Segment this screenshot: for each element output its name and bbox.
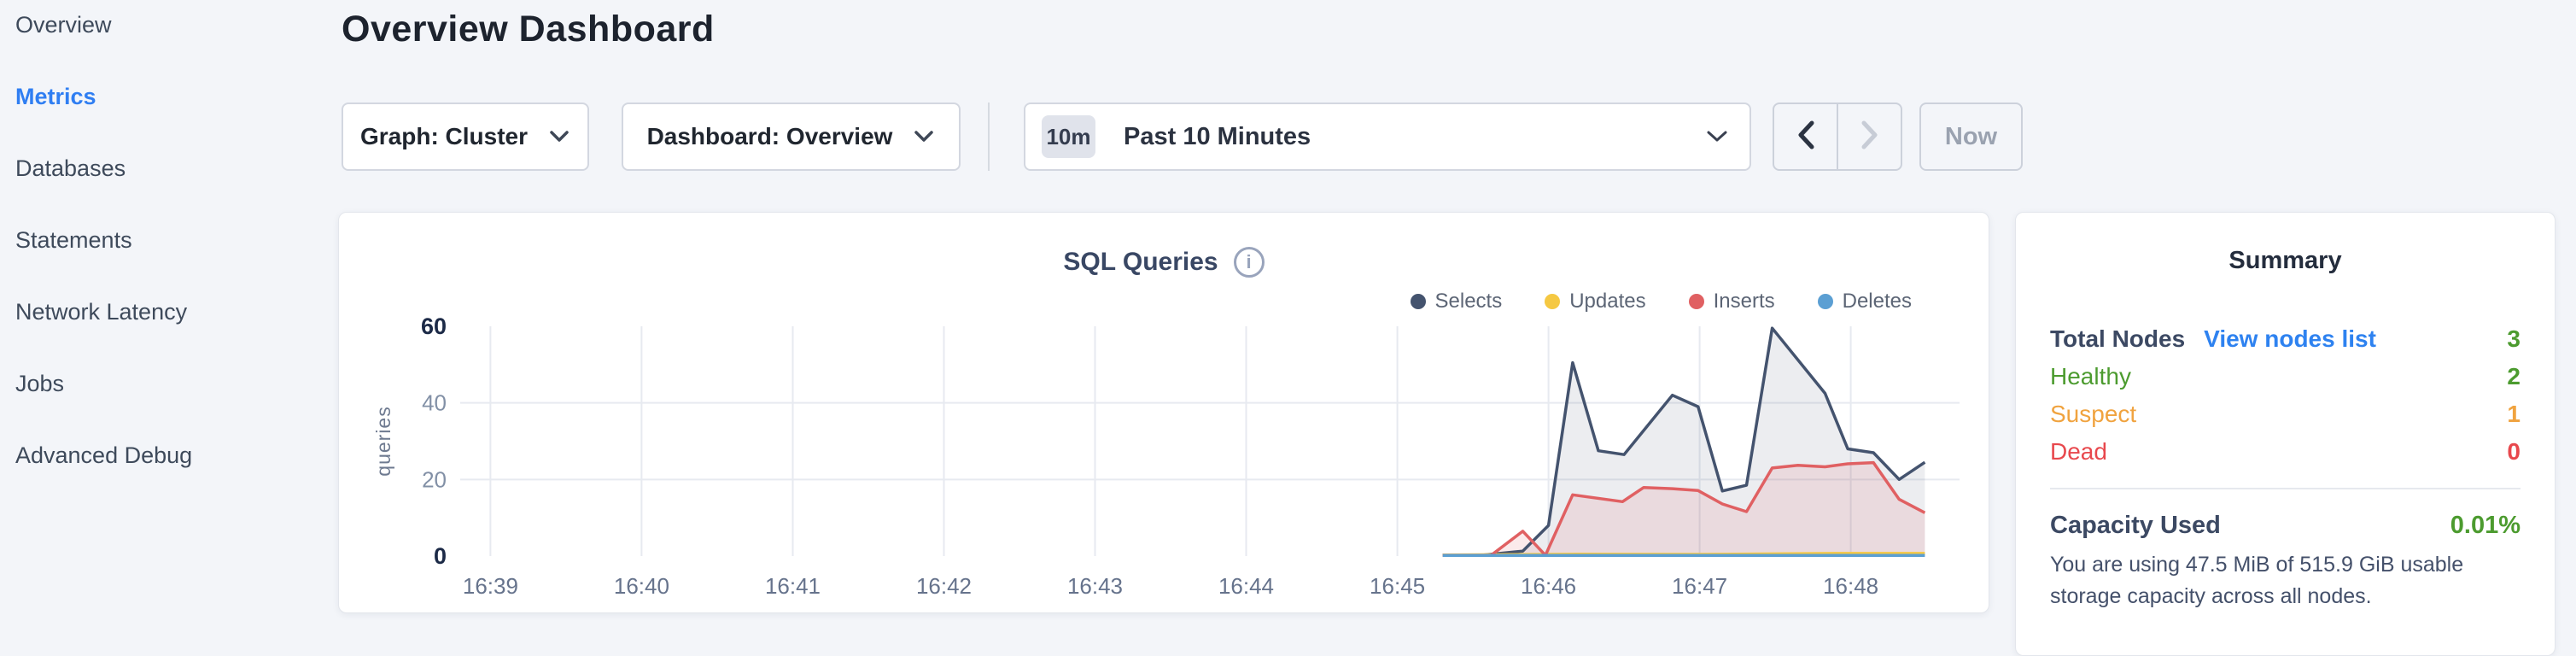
legend-label: Inserts	[1713, 290, 1775, 313]
summary-title: Summary	[2228, 247, 2342, 274]
graph-source-dropdown-label: Graph: Cluster	[359, 123, 529, 149]
chart-legend: Selects Updates Inserts Deletes	[1410, 290, 1912, 313]
svg-text:20: 20	[422, 466, 447, 492]
legend-dot-icon	[1817, 294, 1833, 309]
node-status-row-healthy: Healthy 2	[2050, 358, 2521, 395]
page-title: Overview Dashboard	[342, 9, 715, 50]
svg-text:60: 60	[421, 315, 447, 339]
svg-text:16:47: 16:47	[1672, 573, 1727, 597]
chevron-down-icon	[1705, 129, 1729, 144]
svg-text:16:43: 16:43	[1067, 573, 1123, 597]
svg-text:0: 0	[434, 543, 447, 569]
view-nodes-list-link[interactable]: View nodes list	[2204, 325, 2376, 352]
total-nodes-label: Total Nodes	[2050, 325, 2186, 352]
node-status-value: 0	[2507, 438, 2521, 465]
svg-text:16:46: 16:46	[1521, 573, 1576, 597]
svg-text:16:41: 16:41	[765, 573, 821, 597]
capacity-used-label: Capacity Used	[2050, 512, 2221, 539]
summary-divider	[2050, 488, 2521, 489]
legend-dot-icon	[1410, 294, 1426, 309]
node-status-value: 1	[2507, 401, 2521, 427]
legend-dot-icon	[1545, 294, 1561, 309]
svg-text:16:40: 16:40	[614, 573, 669, 597]
sidebar-item-metrics[interactable]: Metrics	[15, 83, 96, 109]
svg-text:16:44: 16:44	[1218, 573, 1274, 597]
now-button[interactable]: Now	[1919, 102, 2023, 171]
total-nodes-row: Total Nodes View nodes list 3	[2050, 320, 2521, 358]
legend-item-updates[interactable]: Updates	[1545, 290, 1646, 313]
sidebar-item-jobs[interactable]: Jobs	[15, 370, 65, 396]
time-range-badge: 10m	[1042, 115, 1095, 158]
node-status-label: Suspect	[2050, 401, 2137, 427]
sidebar-nav: Overview Metrics Databases Statements Networ…	[0, 0, 342, 491]
time-range-selector[interactable]: 10m Past 10 Minutes	[1024, 102, 1751, 171]
svg-text:16:39: 16:39	[463, 573, 518, 597]
node-status-row-dead: Dead 0	[2050, 433, 2521, 471]
dashboard-dropdown-label: Dashboard: Overview	[646, 123, 893, 149]
chevron-left-icon	[1794, 117, 1818, 157]
svg-text:40: 40	[422, 390, 447, 416]
chevron-right-icon	[1858, 117, 1882, 157]
sidebar-item-network-latency[interactable]: Network Latency	[15, 298, 188, 325]
legend-label: Updates	[1569, 290, 1646, 313]
sidebar-item-advanced-debug[interactable]: Advanced Debug	[15, 442, 193, 468]
metrics-toolbar: Graph: Cluster Dashboard: Overview 10m P…	[342, 102, 2023, 171]
capacity-used-row: Capacity Used 0.01%	[2050, 512, 2521, 540]
toolbar-divider	[988, 102, 990, 171]
info-icon[interactable]: i	[1233, 247, 1265, 278]
time-window-arrows	[1773, 102, 1902, 171]
node-status-label: Healthy	[2050, 363, 2131, 390]
svg-text:queries: queries	[372, 406, 394, 476]
sidebar-item-overview[interactable]: Overview	[15, 11, 112, 38]
legend-item-selects[interactable]: Selects	[1410, 290, 1503, 313]
sql-queries-chart: 16:39 16:40 16:41 16:42 16:43 16:44 16:45 16:46…	[372, 315, 1960, 597]
next-time-window-button[interactable]	[1838, 104, 1901, 169]
legend-dot-icon	[1688, 294, 1704, 309]
legend-label: Deletes	[1842, 290, 1912, 313]
capacity-description: You are using 47.5 MiB of 515.9 GiB usab…	[2050, 553, 2464, 608]
svg-text:16:42: 16:42	[916, 573, 972, 597]
capacity-used-value: 0.01%	[2450, 512, 2521, 539]
svg-text:16:45: 16:45	[1370, 573, 1425, 597]
chart-header: SQL Queries i	[339, 247, 1989, 278]
time-range-label: Past 10 Minutes	[1124, 122, 1311, 150]
legend-item-inserts[interactable]: Inserts	[1688, 290, 1775, 313]
sql-queries-chart-card: SQL Queries i Selects Updates Inserts Delet…	[338, 212, 1989, 613]
node-status-rows: Total Nodes View nodes list 3 Healthy 2 Su…	[2050, 320, 2521, 471]
legend-item-deletes[interactable]: Deletes	[1817, 290, 1912, 313]
summary-panel: Summary Total Nodes View nodes list 3 He…	[2015, 212, 2556, 656]
previous-time-window-button[interactable]	[1774, 104, 1838, 169]
sidebar-item-statements[interactable]: Statements	[15, 226, 132, 253]
total-nodes-value: 3	[2507, 325, 2521, 352]
dashboard-dropdown[interactable]: Dashboard: Overview	[622, 102, 961, 171]
graph-source-dropdown[interactable]: Graph: Cluster	[342, 102, 589, 171]
sidebar-item-databases[interactable]: Databases	[15, 155, 126, 181]
chart-title: SQL Queries	[1063, 248, 1218, 276]
svg-text:16:48: 16:48	[1823, 573, 1878, 597]
node-status-label: Dead	[2050, 438, 2107, 465]
node-status-row-suspect: Suspect 1	[2050, 395, 2521, 433]
legend-label: Selects	[1434, 290, 1503, 313]
chevron-down-icon	[913, 129, 935, 144]
chevron-down-icon	[548, 129, 570, 144]
node-status-value: 2	[2507, 363, 2521, 390]
